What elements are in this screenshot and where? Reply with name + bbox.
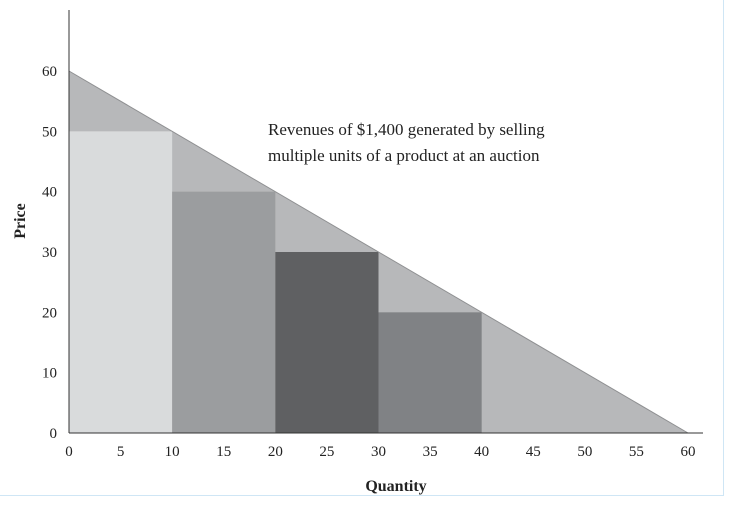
y-tick-label: 30 — [42, 245, 57, 261]
x-axis-title: Quantity — [365, 478, 426, 495]
x-tick-label: 55 — [629, 444, 644, 460]
x-tick-labels: 0 5 10 15 20 25 30 35 40 45 50 55 60 — [65, 444, 695, 460]
x-tick-label: 0 — [65, 444, 73, 460]
x-tick-label: 35 — [423, 444, 438, 460]
x-tick-label: 45 — [526, 444, 541, 460]
x-tick-label: 10 — [165, 444, 180, 460]
x-tick-label: 15 — [216, 444, 231, 460]
y-tick-label: 40 — [42, 185, 57, 201]
revenue-bar-4 — [378, 312, 482, 433]
demand-line — [68, 70, 689, 434]
y-tick-labels: 0 10 20 30 40 50 60 — [42, 64, 57, 442]
y-tick-label: 50 — [42, 124, 57, 140]
y-tick-label: 20 — [42, 305, 57, 321]
revenue-bar-3 — [275, 252, 379, 433]
x-tick-label: 60 — [681, 444, 696, 460]
x-tick-label: 25 — [319, 444, 334, 460]
y-tick-label: 10 — [42, 366, 57, 382]
y-tick-label: 0 — [50, 426, 58, 442]
revenue-bar-2 — [172, 191, 276, 433]
x-tick-label: 30 — [371, 444, 386, 460]
x-tick-label: 5 — [117, 444, 125, 460]
x-tick-label: 50 — [577, 444, 592, 460]
plot-area — [68, 70, 689, 434]
annotation-line-2: multiple units of a product at an auctio… — [268, 146, 540, 165]
annotation-line-1: Revenues of $1,400 generated by selling — [268, 120, 545, 139]
x-tick-label: 20 — [268, 444, 283, 460]
figure-frame — [0, 0, 724, 496]
y-axis-title: Price — [12, 203, 29, 239]
y-tick-label: 60 — [42, 64, 57, 80]
revenue-bar-1 — [69, 131, 173, 434]
revenue-bars — [69, 131, 482, 434]
x-tick-label: 40 — [474, 444, 489, 460]
